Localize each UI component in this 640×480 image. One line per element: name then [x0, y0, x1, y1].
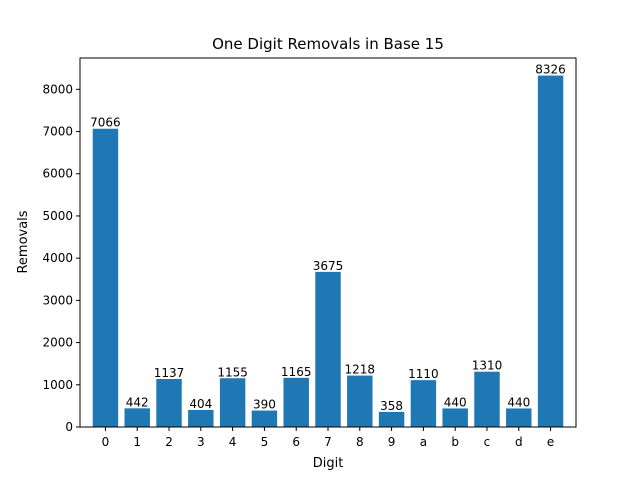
x-tick-label-d: d: [515, 435, 523, 449]
bar-e: [537, 75, 564, 427]
data-label-6: 1165: [281, 365, 312, 379]
bar-8: [347, 375, 373, 427]
data-label-1: 442: [126, 395, 149, 409]
x-tick-label-e: e: [547, 435, 554, 449]
y-tick-label-7000: 7000: [42, 125, 73, 139]
bar-c: [474, 371, 500, 427]
y-tick-label-5000: 5000: [42, 209, 73, 223]
x-tick-label-8: 8: [356, 435, 364, 449]
bar-1: [124, 408, 150, 427]
data-label-5: 390: [253, 398, 276, 412]
data-label-c: 1310: [472, 359, 503, 373]
data-label-b: 440: [444, 395, 467, 409]
data-label-0: 7066: [90, 116, 121, 130]
x-tick-label-7: 7: [324, 435, 332, 449]
chart-title: One Digit Removals in Base 15: [212, 35, 444, 53]
bar-d: [506, 408, 532, 427]
x-tick-label-4: 4: [229, 435, 237, 449]
x-tick-label-a: a: [420, 435, 427, 449]
y-tick-label-0: 0: [65, 420, 73, 434]
bar-3: [188, 409, 214, 427]
bar-0: [92, 128, 119, 428]
x-tick-label-0: 0: [102, 435, 110, 449]
bar-a: [410, 380, 437, 427]
data-label-3: 404: [189, 397, 212, 411]
bar-2: [156, 379, 182, 427]
y-tick-label-8000: 8000: [42, 82, 73, 96]
x-tick-label-1: 1: [133, 435, 141, 449]
bar-9: [378, 411, 405, 427]
bar-5: [251, 410, 278, 427]
x-axis-label: Digit: [313, 456, 344, 471]
bar-4: [219, 378, 246, 427]
data-label-a: 1110: [408, 367, 439, 381]
y-axis-ticks: 0 1000 2000 3000 4000 5000 6000 7000 8000: [42, 82, 80, 434]
data-label-7: 3675: [313, 259, 344, 273]
data-label-9: 358: [380, 399, 403, 413]
x-tick-label-5: 5: [261, 435, 269, 449]
x-tick-label-9: 9: [388, 435, 396, 449]
data-label-e: 8326: [535, 63, 566, 77]
x-tick-label-2: 2: [165, 435, 173, 449]
x-tick-label-b: b: [451, 435, 459, 449]
y-tick-label-6000: 6000: [42, 167, 73, 181]
data-label-8: 1218: [345, 363, 376, 377]
x-tick-label-3: 3: [197, 435, 205, 449]
bar-7: [315, 271, 341, 427]
bar-6: [283, 377, 309, 427]
y-tick-label-4000: 4000: [42, 251, 73, 265]
bar-b: [442, 408, 468, 427]
y-axis-label: Removals: [16, 210, 31, 273]
plot-frame: [79, 57, 577, 428]
data-label-d: 440: [507, 395, 530, 409]
y-tick-label-2000: 2000: [42, 336, 73, 350]
x-tick-label-c: c: [484, 435, 491, 449]
y-tick-label-3000: 3000: [42, 293, 73, 307]
y-tick-label-1000: 1000: [42, 378, 73, 392]
data-label-4: 1155: [217, 365, 248, 379]
x-axis-ticks: 0 1 2 3 4 5 6 7 8 9 a b c d e: [102, 427, 554, 449]
bars-group: [92, 75, 564, 428]
data-labels-group: 7066 442 1137 404 1155 390 1165 3675 1218 358 1110…: [90, 63, 566, 413]
x-tick-label-6: 6: [292, 435, 300, 449]
data-label-2: 1137: [154, 366, 185, 380]
